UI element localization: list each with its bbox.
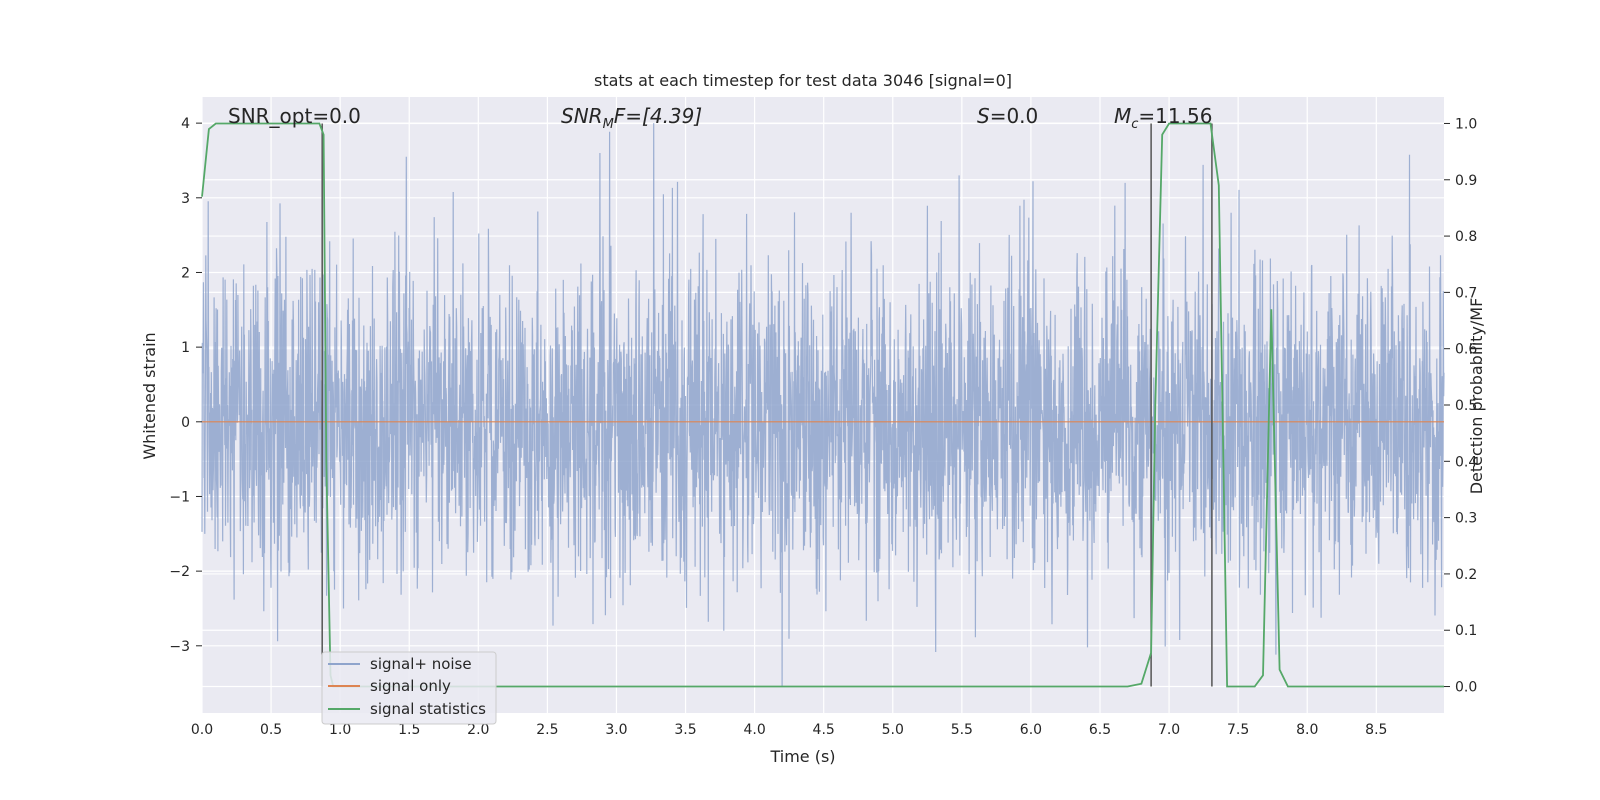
legend-box (321, 651, 497, 725)
x-tick-label: 4.5 (813, 722, 835, 738)
y-axis-label: Whitened strain (140, 332, 159, 459)
signal-statistics-series (201, 122, 1444, 688)
y2-tick-label: 0.3 (1455, 511, 1477, 527)
x-tick-label: 2.5 (536, 722, 558, 738)
signal-noise-series (201, 123, 1445, 687)
y2-tick-label: 0.6 (1455, 342, 1477, 358)
annotation-mc: Mc=11.56 (1114, 104, 1212, 132)
x-tick-label: 6.5 (1089, 722, 1111, 738)
x-axis-label: Time (s) (769, 747, 835, 766)
x-tick-label: 5.0 (882, 722, 904, 738)
annotation-snr-opt: SNR_opt=0.0 (228, 104, 361, 128)
y-tick-label: −3 (169, 639, 190, 655)
y-tick-label: −1 (169, 489, 190, 505)
x-tick-label: 0.0 (191, 722, 213, 738)
legend-entry-noise: signal+ noise (370, 655, 472, 673)
x-tick-label: 0.5 (260, 722, 282, 738)
x-tick-label: 2.0 (467, 722, 489, 738)
signal-noise-line (201, 123, 1445, 687)
x-tick-label: 7.0 (1158, 722, 1180, 738)
legend-entry-stats: signal statistics (370, 700, 486, 718)
y-tick-label: 1 (181, 340, 190, 356)
y2-tick-label: 0.0 (1455, 680, 1477, 696)
x-tick-label: 7.5 (1227, 722, 1249, 738)
legend: signal+ noise signal only signal statist… (321, 651, 497, 725)
annotation-snr-mf: SNRMF=[4.39] (561, 104, 702, 132)
x-tick-label: 6.0 (1020, 722, 1042, 738)
annotation-mc-symbol: M (1114, 104, 1131, 128)
annotation-mc-subscript: c (1131, 117, 1138, 132)
x-tick-label: 1.5 (398, 722, 420, 738)
y2-tick-label: 0.7 (1455, 285, 1477, 301)
annotation-s: S=0.0 (977, 104, 1038, 128)
tick-labels: 0.0 0.5 1.0 1.5 2.0 2.5 3.0 3.5 4.0 4.5 5.0 5.5 6.0 6… (169, 116, 1477, 738)
y2-tick-label: 0.1 (1455, 623, 1477, 639)
y-tick-label: 2 (181, 265, 190, 281)
x-tick-label: 8.5 (1365, 722, 1387, 738)
y2-tick-label: 0.4 (1455, 454, 1477, 470)
y2-tick-label: 0.5 (1455, 398, 1477, 414)
y2-tick-label: 1.0 (1455, 116, 1477, 132)
y2-tick-label: 0.9 (1455, 173, 1477, 189)
x-tick-label: 3.0 (605, 722, 627, 738)
annotation-snr-mf-part-b: M (603, 117, 614, 132)
y-tick-label: 0 (181, 415, 190, 431)
y-tick-label: −2 (169, 564, 190, 580)
annotation-snr-mf-part-c: F=[4.39] (614, 104, 702, 128)
x-tick-label: 1.0 (329, 722, 351, 738)
x-tick-label: 5.5 (951, 722, 973, 738)
signal-statistics-line (201, 122, 1444, 688)
annotation-s-value: =0.0 (990, 104, 1039, 128)
y-tick-label: 3 (181, 191, 190, 207)
x-tick-label: 4.0 (743, 722, 765, 738)
annotation-mc-value: =11.56 (1138, 104, 1212, 128)
chart-title: stats at each timestep for test data 304… (594, 71, 1012, 90)
x-tick-label: 3.5 (674, 722, 696, 738)
annotation-s-symbol: S (977, 104, 990, 128)
legend-entry-signal: signal only (370, 677, 451, 695)
y2-tick-label: 0.8 (1455, 229, 1477, 245)
y2-tick-label: 0.2 (1455, 567, 1477, 583)
marker-lines (321, 123, 1213, 687)
x-tick-label: 8.0 (1296, 722, 1318, 738)
annotation-snr-mf-part-a: SNR (561, 104, 603, 128)
y2-axis-label: Detection probability/MF (1467, 298, 1486, 495)
y-tick-label: 4 (181, 116, 190, 132)
